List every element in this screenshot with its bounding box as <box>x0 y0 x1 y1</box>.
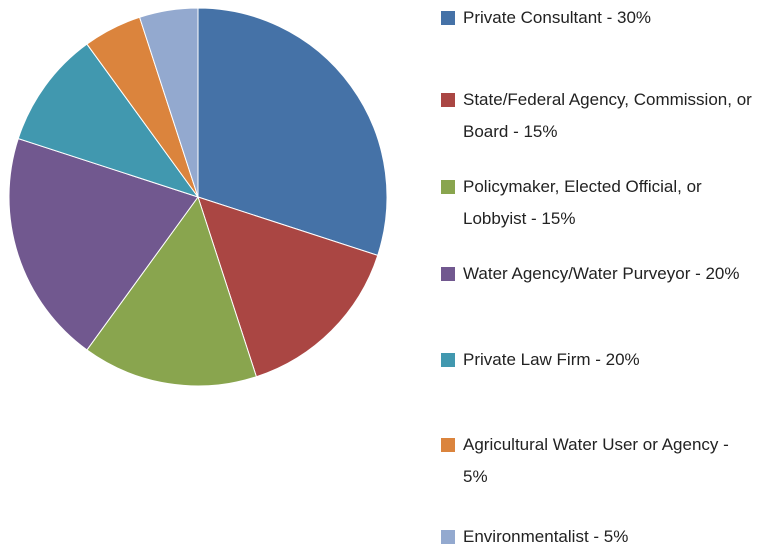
legend-item: Water Agency/Water Purveyor - 20% <box>441 258 771 290</box>
legend-item: Environmentalist - 5% <box>441 521 771 545</box>
pie-area <box>8 7 388 387</box>
legend-label: Policymaker, Elected Official, or Lobbyi… <box>463 177 702 228</box>
pie-slice <box>86 195 258 387</box>
legend-label: State/Federal Agency, Commission, or Boa… <box>463 90 752 141</box>
legend-swatch <box>441 180 455 194</box>
legend-item: Private Consultant - 30% <box>441 2 771 34</box>
pie-slice <box>17 43 200 198</box>
legend-label: Water Agency/Water Purveyor - 20% <box>463 264 740 283</box>
legend-swatch <box>441 530 455 544</box>
legend-swatch <box>441 93 455 107</box>
legend-item: Policymaker, Elected Official, or Lobbyi… <box>441 171 771 235</box>
legend-swatch <box>441 353 455 367</box>
legend-label: Private Law Firm - 20% <box>463 350 640 369</box>
pie-slice <box>138 7 199 198</box>
legend-item: Agricultural Water User or Agency - 5% <box>441 429 771 493</box>
legend-item: Private Law Firm - 20% <box>441 344 771 376</box>
pie-slice <box>197 7 388 257</box>
legend-label: Agricultural Water User or Agency - 5% <box>463 435 729 486</box>
legend-label: Private Consultant - 30% <box>463 8 652 27</box>
legend-label: Environmentalist - 5% <box>463 527 629 545</box>
legend-swatch <box>441 438 455 452</box>
pie-slice <box>197 196 379 378</box>
legend-swatch <box>441 11 455 25</box>
legend-item: State/Federal Agency, Commission, or Boa… <box>441 84 771 148</box>
pie-slice <box>8 137 199 351</box>
legend-swatch <box>441 267 455 281</box>
